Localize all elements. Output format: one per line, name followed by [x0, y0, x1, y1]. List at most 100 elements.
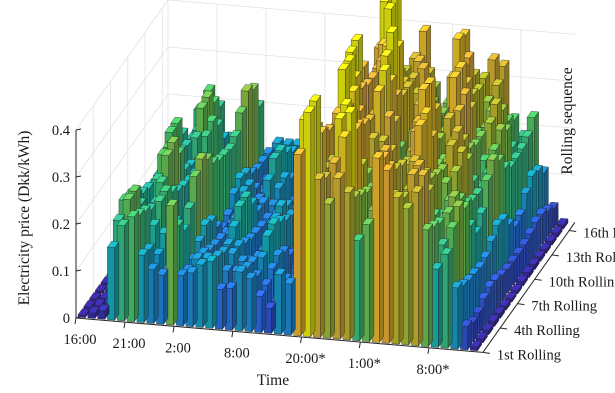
bar-top-face [509, 151, 522, 159]
bar-side-face [153, 263, 159, 325]
bar-top-face [515, 274, 529, 282]
bar-top-face [525, 169, 538, 177]
bar-top-face [500, 262, 513, 270]
bar-side-face [408, 202, 414, 346]
bar-top-face [488, 273, 502, 281]
bar-top-face [380, 49, 393, 57]
bar-top-face [523, 227, 536, 235]
bar-top-face [481, 95, 494, 103]
bar-top-face [378, 63, 391, 71]
bars-layer [77, 0, 569, 352]
x-tick-label: 20:00* [285, 351, 325, 367]
bar-side-face [134, 210, 139, 323]
bar-top-face [234, 106, 248, 114]
x-tick-label: 1:00* [348, 356, 381, 372]
bar-top-face [504, 292, 517, 300]
bar-top-face [237, 185, 250, 193]
bar-side-face [300, 148, 306, 337]
bar-top-face [443, 112, 456, 119]
bar-top-face [497, 59, 510, 67]
bar-top-face [474, 130, 487, 138]
y-tick [482, 351, 490, 354]
x-tick [172, 326, 175, 333]
bar-top-face [458, 87, 471, 95]
bar-top-face [409, 51, 422, 59]
bar-top-face [366, 71, 379, 79]
bar-top-face [515, 142, 528, 150]
bar-top-face [477, 71, 490, 79]
z-gridline [75, 0, 575, 131]
bar-top-face [520, 130, 534, 138]
bar-top-face [281, 138, 294, 146]
bar-top-face [490, 218, 503, 226]
bar-top-face [510, 283, 523, 291]
x-tick-label: 8:00* [416, 362, 449, 378]
x-tick-label: 2:00 [165, 340, 191, 356]
bar-top-face [401, 80, 414, 88]
bar-top-face [243, 178, 256, 186]
y-axis-title: Rolling sequence [559, 67, 576, 174]
bar-side-face [261, 289, 267, 334]
bar-top-face [488, 143, 501, 151]
z-tick-label: 0 [63, 311, 70, 327]
bar-top-face [376, 134, 390, 142]
bar-top-face [166, 136, 180, 144]
y-tick-label: 7th Rolling [531, 299, 597, 315]
bar-top-face [452, 32, 465, 40]
bar-side-face [340, 171, 345, 340]
bar-top-face [240, 84, 253, 92]
bar-top-face [445, 139, 458, 147]
bar-side-face [163, 268, 169, 325]
bar-side-face [232, 281, 237, 331]
bar-top-face [544, 234, 557, 242]
bar-top-face [439, 176, 452, 184]
bar-side-face [183, 269, 188, 327]
y-tick-label: 16th Rolling [583, 226, 615, 242]
bar-top-face [262, 173, 275, 181]
bar-top-face [256, 155, 269, 163]
bar-top-face [271, 136, 284, 144]
bar-top-face [274, 144, 287, 152]
y-tick [500, 327, 508, 330]
bar-top-face [413, 54, 426, 62]
bar-side-face [173, 199, 178, 326]
bar-side-face [242, 265, 247, 332]
bar-top-face [170, 117, 183, 124]
bar-top-face [268, 152, 281, 160]
y-tick [551, 254, 559, 257]
y-tick-label: 4th Rolling [514, 323, 580, 339]
bar-side-face [330, 197, 335, 339]
bar-top-face [260, 212, 274, 220]
z-tick-label: 0.3 [52, 170, 70, 186]
bar-top-face [383, 2, 396, 10]
bar-top-face [420, 106, 433, 114]
bar-top-face [343, 54, 356, 62]
y-tick [517, 303, 525, 306]
bar-top-face [261, 147, 275, 155]
bar-top-face [407, 71, 420, 79]
bar-top-face [519, 186, 532, 194]
bar-top-face [201, 90, 214, 98]
bar-top-face [454, 61, 467, 69]
bar-side-face [389, 163, 394, 344]
bar-side-face [320, 172, 325, 339]
x-tick-label: 8:00 [224, 345, 250, 361]
bar-top-face [372, 84, 386, 92]
x-tick-label: 21:00 [113, 336, 146, 352]
bar-side-face [192, 266, 198, 328]
y-tick-label: 10th Rolling [549, 274, 615, 290]
bar-top-face [233, 199, 247, 207]
bar-side-face [349, 186, 355, 341]
bar-side-face [438, 262, 443, 349]
bar-top-face [484, 234, 497, 242]
y-tick [569, 230, 577, 233]
bar-top-face [337, 62, 350, 70]
bar-top-face [455, 145, 468, 153]
bar-side-face [251, 272, 257, 333]
bar-top-face [462, 51, 475, 59]
x-axis-title: Time [257, 372, 289, 388]
bar-top-face [278, 171, 291, 179]
bar-top-face [491, 78, 504, 86]
x-tick [74, 317, 77, 325]
